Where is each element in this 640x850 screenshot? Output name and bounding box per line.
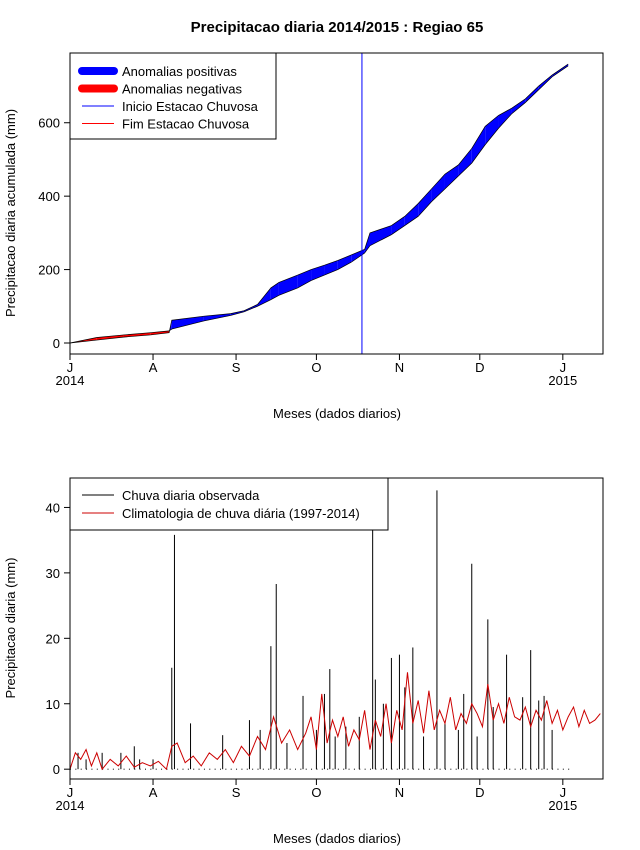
cumulative-plot-area (69, 53, 569, 354)
x-tick-label: D (475, 785, 484, 800)
x-tick-label: J (560, 785, 567, 800)
y-tick-label: 10 (46, 697, 60, 712)
y-tick-label: 600 (38, 116, 60, 131)
positive-anomaly-segment (471, 126, 486, 164)
climatology-line (69, 672, 601, 771)
positive-anomaly-segment (498, 108, 512, 129)
positive-anomaly-segment (458, 148, 472, 176)
x-tick-label: O (311, 785, 321, 800)
positive-anomaly-segment (351, 249, 365, 263)
observed-cumulative-line (69, 63, 569, 344)
positive-anomaly-segment (444, 164, 459, 189)
legend-box (69, 477, 389, 531)
positive-anomaly-segment (369, 225, 392, 246)
positive-anomaly-segment (418, 188, 432, 217)
year-label: 2014 (56, 798, 85, 813)
climatology-cumulative-line (69, 65, 569, 344)
positive-anomaly-segment (525, 86, 539, 103)
x-tick-label: A (149, 360, 158, 375)
y-axis-label-bottom: Precipitacao diaria (mm) (3, 558, 18, 699)
x-tick-label: O (311, 360, 321, 375)
x-tick-label: J (67, 785, 74, 800)
positive-anomaly-segment (337, 254, 352, 270)
legend-label: Climatologia de chuva diária (1997-2014) (122, 506, 360, 521)
y-tick-label: 0 (53, 336, 60, 351)
positive-anomaly-segment (404, 203, 419, 226)
legend-top: Anomalias positivas Anomalias negativas In… (69, 52, 277, 140)
y-tick-label: 30 (46, 566, 60, 581)
year-label: 2015 (548, 798, 577, 813)
positive-anomaly-segment (311, 265, 325, 281)
negative-anomaly-segment (123, 332, 151, 338)
year-label: 2015 (548, 373, 577, 388)
positive-anomaly-segment (278, 275, 298, 296)
daily-plot-area (69, 490, 601, 771)
legend-bottom: Chuva diaria observada Climatologia de ch… (69, 477, 389, 531)
y-tick-label: 400 (38, 189, 60, 204)
y-axis-label-top: Precipitacao diaria acumulada (mm) (3, 109, 18, 317)
legend-label: Inicio Estacao Chuvosa (122, 99, 259, 114)
x-tick-label: N (395, 785, 404, 800)
positive-anomaly-segment (203, 313, 231, 321)
year-label: 2014 (56, 373, 85, 388)
chart-title: Precipitacao diaria 2014/2015 : Regiao 6… (191, 19, 484, 36)
positive-anomaly-segment (431, 174, 445, 202)
x-tick-label: N (395, 360, 404, 375)
x-tick-label: D (475, 360, 484, 375)
legend-label: Anomalias negativas (122, 82, 242, 97)
legend-label: Anomalias positivas (122, 64, 237, 79)
legend-label: Fim Estacao Chuvosa (122, 117, 250, 132)
x-tick-label: J (560, 360, 567, 375)
x-axis-label-top: Meses (dados diarios) (273, 406, 401, 421)
negative-anomaly-segment (96, 334, 124, 341)
y-tick-label: 40 (46, 500, 60, 515)
negative-anomaly-segment (150, 330, 170, 335)
x-axis-label-bottom: Meses (dados diarios) (273, 831, 401, 846)
positive-anomaly-segment (297, 269, 312, 288)
x-tick-label: J (67, 360, 74, 375)
legend-label: Chuva diaria observada (122, 488, 260, 503)
x-tick-label: S (232, 360, 241, 375)
x-tick-label: S (232, 785, 241, 800)
positive-anomaly-segment (391, 216, 405, 235)
y-tick-label: 20 (46, 631, 60, 646)
y-tick-label: 200 (38, 263, 60, 278)
positive-anomaly-segment (511, 98, 526, 114)
positive-anomaly-segment (485, 115, 499, 145)
x-tick-label: A (149, 785, 158, 800)
plot-frame-top (69, 52, 604, 355)
positive-anomaly-segment (552, 64, 569, 77)
y-tick-label: 0 (53, 762, 60, 777)
